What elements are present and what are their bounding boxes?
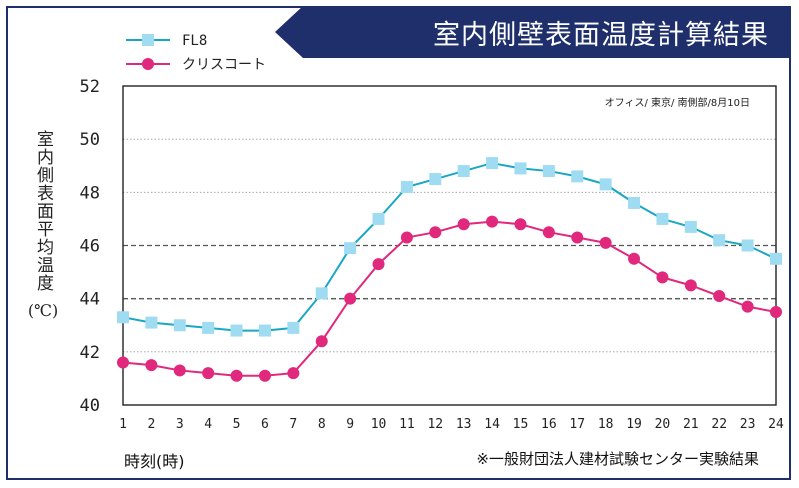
data-point <box>486 157 499 170</box>
x-tick-label: 19 <box>626 417 642 432</box>
title-banner: 室内側壁表面温度計算結果 <box>275 6 791 58</box>
data-point <box>741 239 754 252</box>
data-point <box>173 319 186 332</box>
data-point <box>230 324 243 337</box>
data-point <box>542 226 555 239</box>
x-tick-label: 10 <box>371 417 387 432</box>
data-point <box>486 215 499 228</box>
data-point <box>599 236 612 249</box>
data-point <box>145 316 158 329</box>
data-point <box>542 165 555 178</box>
legend-label: クリスコート <box>182 57 266 73</box>
data-point <box>628 196 641 209</box>
data-point <box>770 252 782 265</box>
x-tick-label: 2 <box>147 417 155 432</box>
data-point <box>684 279 697 292</box>
data-point <box>202 321 215 334</box>
x-tick-label: 17 <box>569 417 585 432</box>
data-point <box>258 324 271 337</box>
data-point <box>457 218 470 231</box>
data-point <box>202 367 215 380</box>
y-axis-label-text: 室内側表面平均温度 <box>33 130 53 292</box>
y-axis-unit: (℃) <box>27 301 59 320</box>
y-tick-label: 42 <box>80 343 100 363</box>
x-tick-label: 18 <box>598 417 614 432</box>
data-point <box>684 220 697 233</box>
data-point <box>117 311 129 324</box>
data-point <box>400 181 413 194</box>
data-point <box>173 364 186 377</box>
data-point <box>628 252 641 265</box>
data-point <box>400 231 413 244</box>
x-tick-label: 3 <box>176 417 184 432</box>
y-tick-label: 52 <box>80 77 100 97</box>
x-tick-label: 22 <box>711 417 727 432</box>
series-line <box>122 162 777 332</box>
y-tick-label: 40 <box>80 396 100 416</box>
data-point <box>770 305 782 318</box>
data-point <box>258 369 271 382</box>
y-tick-label: 48 <box>80 183 100 203</box>
data-point <box>571 170 584 183</box>
data-point <box>372 212 385 225</box>
x-tick-label: 16 <box>541 417 557 432</box>
source-note: ※一般財団法人建材試験センター実験結果 <box>476 450 759 468</box>
data-point <box>713 234 726 247</box>
data-point <box>372 258 385 271</box>
x-tick-label: 1 <box>119 417 127 432</box>
legend-marker <box>142 34 154 46</box>
data-point <box>117 356 129 369</box>
x-axis-label: 時刻(時) <box>124 452 185 471</box>
data-point <box>713 290 726 303</box>
x-tick-label: 11 <box>399 417 415 432</box>
x-tick-label: 12 <box>427 417 443 432</box>
x-tick-label: 6 <box>261 417 269 432</box>
data-point <box>344 242 357 255</box>
data-point <box>230 369 243 382</box>
data-point <box>287 367 300 380</box>
data-point <box>514 162 527 175</box>
x-tick-label: 21 <box>683 417 699 432</box>
data-point <box>656 212 669 225</box>
x-tick-label: 24 <box>768 417 784 432</box>
y-tick-label: 46 <box>80 237 100 257</box>
x-tick-label: 4 <box>204 417 212 432</box>
data-point <box>315 335 328 348</box>
data-point <box>656 271 669 284</box>
x-tick-label: 5 <box>233 417 241 432</box>
data-point <box>429 226 442 239</box>
data-point <box>145 359 158 372</box>
x-tick-label: 13 <box>456 417 472 432</box>
x-tick-label: 15 <box>513 417 529 432</box>
legend-label: FL8 <box>182 33 207 49</box>
data-point <box>287 321 300 334</box>
x-tick-label: 23 <box>740 417 756 432</box>
y-axis-label: 室内側表面平均温度 (℃) <box>27 130 59 322</box>
data-point <box>514 218 527 231</box>
data-point <box>457 165 470 178</box>
plot-area-border <box>122 85 777 406</box>
legend-marker <box>142 58 154 70</box>
x-tick-label: 14 <box>484 417 500 432</box>
x-tick-label: 7 <box>289 417 297 432</box>
data-point <box>571 231 584 244</box>
data-point <box>741 300 754 313</box>
y-tick-label: 44 <box>80 290 100 310</box>
x-tick-label: 20 <box>655 417 671 432</box>
data-point <box>429 173 442 186</box>
x-tick-label: 8 <box>318 417 326 432</box>
chart-title: 室内側壁表面温度計算結果 <box>433 19 769 51</box>
data-point <box>315 287 328 300</box>
chart-annotation: オフィス/ 東京/ 南側部/8月10日 <box>605 96 750 109</box>
chart-frame <box>6 6 791 480</box>
data-point <box>344 292 357 305</box>
data-point <box>599 178 612 191</box>
x-tick-label: 9 <box>346 417 354 432</box>
y-tick-label: 50 <box>80 130 100 150</box>
